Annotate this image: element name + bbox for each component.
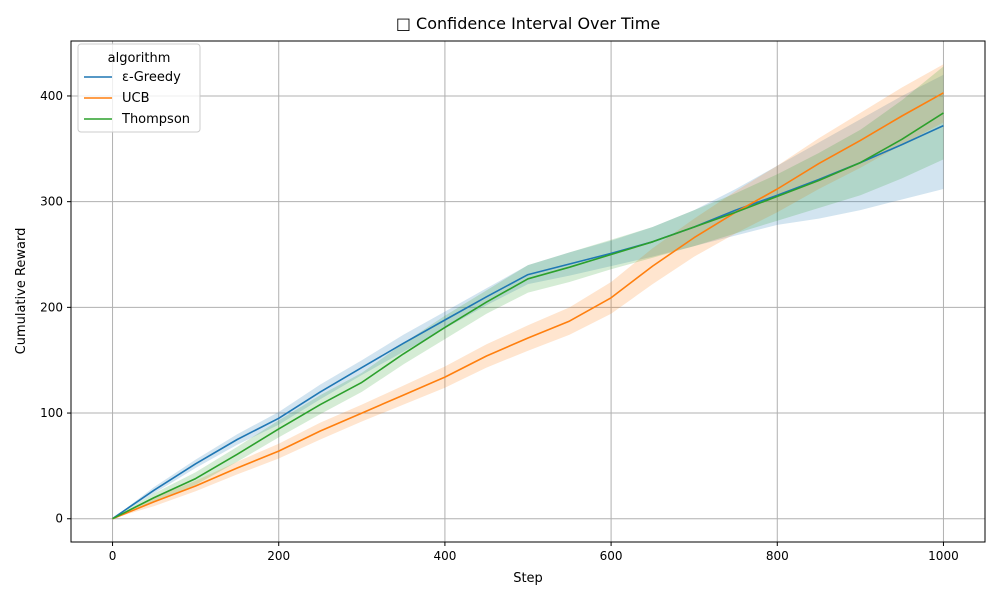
- series-line-ucb: [112, 92, 944, 520]
- confidence-bands: [112, 64, 944, 519]
- legend-box: [77, 43, 201, 133]
- confidence-band-thompson: [112, 66, 944, 519]
- y-axis-ticks: 0 100 200 300 400: [40, 89, 71, 526]
- grid: [71, 41, 985, 542]
- y-tick-label: 100: [40, 406, 63, 420]
- y-tick-label: 300: [40, 195, 63, 209]
- y-axis-label: Cumulative Reward: [14, 228, 29, 355]
- y-tick-label: 400: [40, 89, 63, 103]
- series-line-thompson: [112, 112, 944, 520]
- legend-label-ucb: UCB: [122, 91, 150, 106]
- x-axis-ticks: 0 200 400 600 800 1000: [109, 542, 959, 563]
- x-tick-label: 200: [267, 549, 290, 563]
- chart-title: □ Confidence Interval Over Time: [396, 14, 660, 33]
- legend-entries: ε-Greedy UCB Thompson: [84, 70, 190, 127]
- legend-label-thompson: Thompson: [121, 112, 190, 127]
- x-axis-label: Step: [513, 571, 543, 586]
- legend: algorithm ε-Greedy UCB Thompson: [77, 43, 201, 133]
- x-tick-label: 400: [433, 549, 456, 563]
- series-lines: [112, 92, 944, 520]
- series-line-greedy: [112, 124, 944, 520]
- x-tick-label: 1000: [928, 549, 959, 563]
- y-tick-label: 200: [40, 300, 63, 314]
- y-tick-label: 0: [55, 512, 63, 526]
- x-tick-label: 800: [766, 549, 789, 563]
- x-tick-label: 600: [600, 549, 623, 563]
- legend-title: algorithm: [108, 51, 171, 66]
- plot-frame: [70, 40, 986, 543]
- x-tick-label: 0: [109, 549, 117, 563]
- legend-label-greedy: ε-Greedy: [122, 70, 181, 85]
